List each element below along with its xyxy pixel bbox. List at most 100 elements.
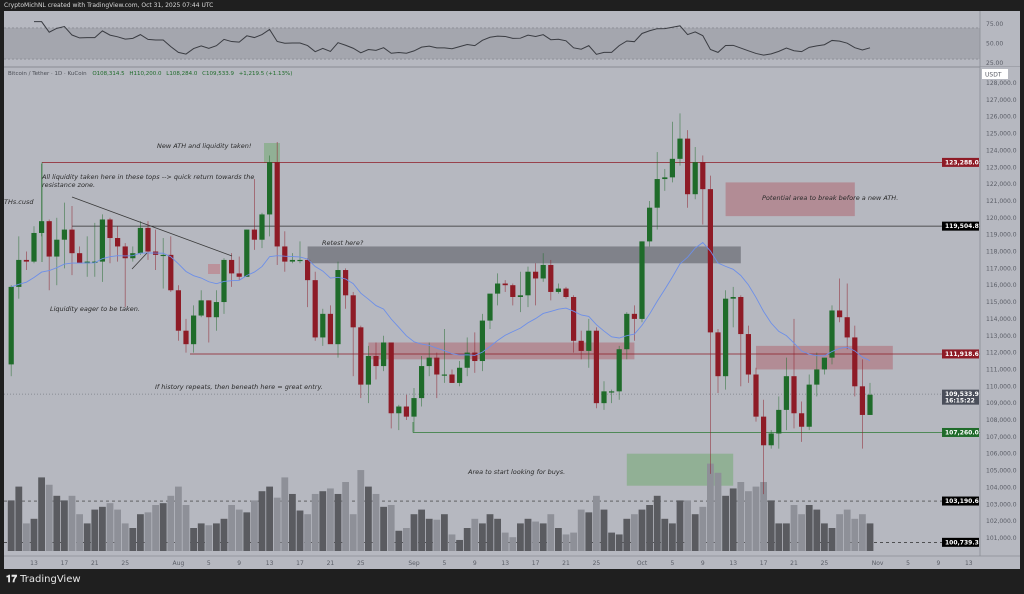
candle[interactable] (586, 318, 592, 368)
zone-resistance-1[interactable] (368, 342, 635, 360)
candle[interactable] (631, 305, 637, 341)
candle[interactable] (8, 285, 14, 377)
candle[interactable] (69, 206, 75, 276)
candle[interactable] (16, 236, 22, 299)
candle[interactable] (472, 332, 478, 373)
candle[interactable] (441, 329, 447, 383)
candle[interactable] (609, 389, 615, 404)
candle[interactable] (464, 337, 470, 377)
candle[interactable] (54, 217, 60, 286)
zone-potential-break[interactable] (725, 182, 855, 217)
zone-small-pink[interactable] (208, 264, 220, 274)
candle[interactable] (244, 229, 250, 277)
candle[interactable] (791, 318, 797, 429)
candle[interactable] (92, 222, 98, 277)
candle[interactable] (593, 327, 599, 409)
candle[interactable] (654, 152, 660, 230)
candle[interactable] (639, 241, 645, 323)
candle[interactable] (350, 291, 356, 377)
candle[interactable] (700, 155, 706, 225)
candle[interactable] (358, 325, 364, 399)
candle[interactable] (23, 251, 29, 271)
candle[interactable] (153, 229, 159, 271)
candle[interactable] (753, 367, 759, 422)
candle[interactable] (373, 342, 379, 380)
candle[interactable] (563, 286, 569, 299)
candle[interactable] (517, 271, 523, 313)
candle[interactable] (259, 212, 265, 249)
candle[interactable] (335, 261, 341, 358)
candle[interactable] (77, 246, 83, 264)
candle[interactable] (799, 401, 805, 442)
candle[interactable] (525, 266, 531, 308)
candle[interactable] (168, 236, 174, 292)
candle[interactable] (411, 387, 417, 432)
candle[interactable] (837, 278, 843, 323)
candle[interactable] (107, 217, 113, 264)
candle[interactable] (130, 246, 136, 262)
candle[interactable] (738, 295, 744, 387)
zone-resistance-2[interactable] (756, 345, 893, 370)
candle[interactable] (99, 214, 105, 282)
candle[interactable] (578, 330, 584, 360)
candle[interactable] (289, 253, 295, 264)
candle[interactable] (761, 399, 767, 495)
candle[interactable] (510, 283, 516, 306)
date-axis-background[interactable] (4, 556, 1020, 569)
candle[interactable] (844, 283, 850, 350)
candle[interactable] (601, 381, 607, 410)
candle[interactable] (776, 396, 782, 449)
candle[interactable] (669, 121, 675, 183)
candle[interactable] (183, 318, 189, 353)
zone-ath-marker[interactable] (264, 143, 280, 163)
candle[interactable] (39, 163, 45, 237)
zone-retest[interactable] (307, 246, 741, 264)
price-axis-background[interactable] (980, 67, 1020, 569)
candle[interactable] (859, 359, 865, 449)
candle[interactable] (137, 221, 143, 255)
candle[interactable] (723, 290, 729, 390)
candle[interactable] (495, 273, 501, 306)
candle[interactable] (145, 221, 151, 260)
candle[interactable] (867, 382, 873, 415)
candlestick-chart[interactable]: 75.00 50.00 25.00 New ATH and liquidity ta… (4, 11, 1020, 569)
candle[interactable] (821, 357, 827, 375)
candle[interactable] (267, 155, 273, 237)
candle[interactable] (677, 113, 683, 166)
candle[interactable] (707, 175, 713, 474)
candle[interactable] (548, 259, 554, 301)
candle[interactable] (343, 268, 349, 309)
candle[interactable] (479, 313, 485, 372)
candle[interactable] (31, 226, 37, 264)
candle[interactable] (685, 130, 691, 208)
chart-frame[interactable]: 75.00 50.00 25.00 New ATH and liquidity ta… (4, 11, 1020, 569)
candle[interactable] (457, 361, 463, 387)
brand-name[interactable]: TradingView (20, 574, 81, 585)
candle[interactable] (403, 394, 409, 420)
candle[interactable] (236, 256, 242, 281)
candle[interactable] (449, 369, 455, 383)
candle[interactable] (533, 263, 539, 306)
candle[interactable] (320, 308, 326, 346)
trend-line-small[interactable] (131, 252, 148, 270)
candle[interactable] (160, 238, 166, 289)
candle[interactable] (829, 305, 835, 365)
candle[interactable] (46, 219, 52, 291)
candle[interactable] (419, 355, 425, 407)
candle[interactable] (730, 286, 736, 328)
candle[interactable] (571, 295, 577, 353)
candle[interactable] (206, 300, 212, 343)
candle[interactable] (783, 357, 789, 431)
candle[interactable] (434, 352, 440, 399)
candle[interactable] (502, 280, 508, 292)
candle[interactable] (61, 202, 67, 269)
currency-label[interactable]: USDT (985, 72, 1002, 79)
candle[interactable] (297, 241, 303, 264)
candle[interactable] (662, 168, 668, 191)
candle[interactable] (487, 293, 493, 330)
candle[interactable] (715, 329, 721, 394)
candle[interactable] (122, 243, 128, 308)
date-axis[interactable]: 13 17 21 25 Aug 5 9 13 17 21 25 Sep 5 9 13 17 21 25 Oct 5 9 1… (4, 555, 1020, 569)
candle[interactable] (191, 305, 197, 353)
candle[interactable] (555, 283, 561, 294)
